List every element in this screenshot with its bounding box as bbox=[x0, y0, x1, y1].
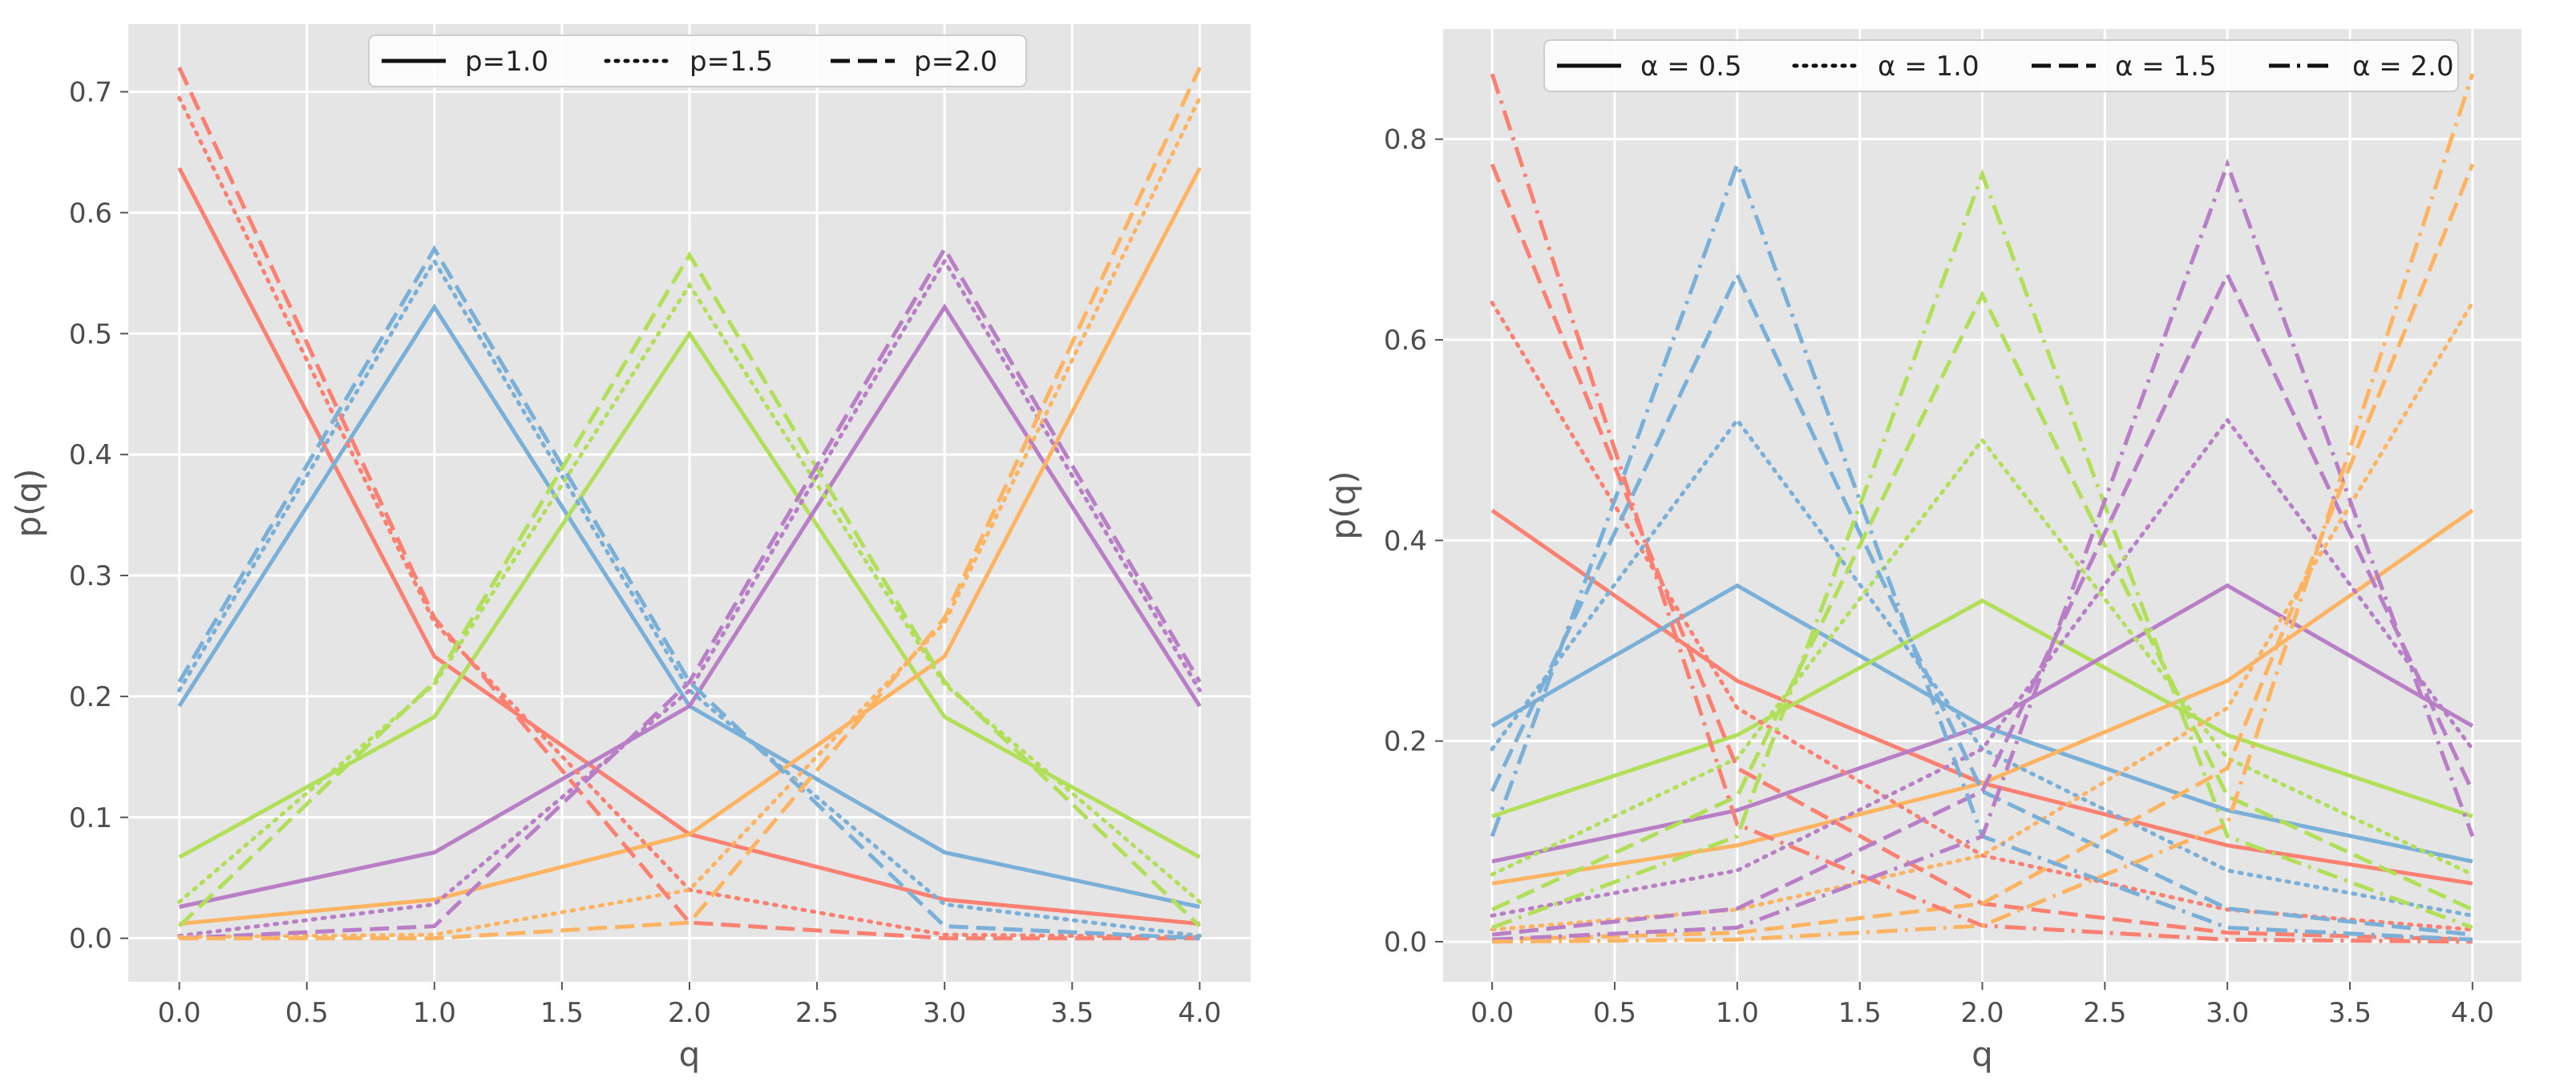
x-tick-label: 3.0 bbox=[923, 997, 966, 1029]
series-line bbox=[1491, 508, 2474, 886]
legend-label: α = 1.0 bbox=[1878, 50, 1980, 83]
y-tick-label: 0.6 bbox=[1384, 325, 1427, 357]
left-chart: 0.0 0.5 1.0 1.5 2.0 2.5 3.0 3.5 4.0 0.0 0.1 0.2 0.3 0… bbox=[9, 24, 1251, 1074]
y-tick-label: 0.4 bbox=[1384, 525, 1427, 557]
series-line bbox=[179, 303, 1202, 909]
series-line bbox=[179, 167, 1202, 926]
x-tick-label: 2.5 bbox=[2083, 997, 2126, 1029]
right-chart: 0.0 0.5 1.0 1.5 2.0 2.5 3.0 3.5 4.0 0.0 0.2 0.4 0.6 0… bbox=[1324, 29, 2521, 1074]
y-tick-label: 0.8 bbox=[1384, 124, 1427, 156]
series-line bbox=[177, 251, 1202, 928]
x-tick-label: 0.5 bbox=[1593, 997, 1636, 1029]
x-axis-label: q bbox=[1971, 1035, 1993, 1074]
series-line bbox=[1491, 583, 2474, 864]
series-line bbox=[1492, 164, 2475, 942]
series-line bbox=[179, 67, 1202, 941]
y-tick-label: 0.4 bbox=[69, 439, 112, 471]
x-tick-label: 2.5 bbox=[795, 997, 839, 1029]
y-tick-label: 0.2 bbox=[1384, 726, 1427, 758]
x-tick-label: 1.5 bbox=[540, 997, 584, 1029]
series-line bbox=[1491, 158, 2475, 942]
y-axis-label: p(q) bbox=[1324, 470, 1363, 539]
y-axis-label: p(q) bbox=[9, 468, 48, 537]
legend-label: p=2.0 bbox=[914, 46, 997, 78]
y-tick-label: 0.0 bbox=[1384, 926, 1427, 959]
y-tick-label: 0.7 bbox=[69, 76, 112, 108]
series-line bbox=[179, 244, 1202, 941]
x-tick-label: 2.0 bbox=[668, 997, 711, 1029]
legend-label: α = 2.0 bbox=[2352, 50, 2454, 83]
series-line bbox=[177, 244, 1200, 941]
x-tick-label: 1.0 bbox=[1716, 997, 1759, 1029]
y-tick-label: 0.2 bbox=[69, 681, 112, 713]
x-tick-label: 4.0 bbox=[2451, 997, 2494, 1029]
series-line bbox=[1490, 416, 2475, 918]
x-tick-label: 3.0 bbox=[2206, 997, 2249, 1029]
legend: α = 0.5 α = 1.0 α = 1.5 α = 2.0 bbox=[1543, 39, 2459, 92]
legend-box bbox=[368, 34, 1027, 87]
legend-box bbox=[1543, 39, 2459, 92]
series-line bbox=[177, 256, 1202, 939]
y-tick-label: 0.1 bbox=[69, 802, 112, 834]
x-tick-label: 0.0 bbox=[158, 997, 201, 1029]
x-tick-label: 0.0 bbox=[1470, 997, 1514, 1029]
series-group bbox=[177, 67, 1202, 941]
x-tick-label: 1.0 bbox=[413, 997, 456, 1029]
series-group bbox=[1490, 73, 2475, 944]
y-tick-label: 0.5 bbox=[69, 318, 112, 350]
series-line bbox=[1491, 269, 2475, 937]
series-line bbox=[1490, 301, 2475, 932]
legend-label: p=1.0 bbox=[465, 46, 548, 78]
x-tick-label: 4.0 bbox=[1178, 997, 1221, 1029]
x-tick-label: 3.5 bbox=[2328, 997, 2372, 1029]
x-tick-label: 3.5 bbox=[1050, 997, 1094, 1029]
legend-label: p=1.5 bbox=[689, 46, 773, 78]
series-line bbox=[177, 281, 1202, 904]
series-line bbox=[1491, 598, 2473, 818]
x-tick-label: 0.5 bbox=[285, 997, 329, 1029]
series-line bbox=[1491, 168, 2473, 930]
legend-label: α = 0.5 bbox=[1640, 50, 1742, 83]
x-tick-label: 2.0 bbox=[1960, 997, 2004, 1029]
series-line bbox=[1492, 73, 2475, 944]
x-axis-label: q bbox=[679, 1035, 701, 1074]
legend: p=1.0 p=1.5 p=2.0 bbox=[368, 34, 1027, 87]
series-line bbox=[1490, 437, 2475, 877]
x-tick-label: 1.5 bbox=[1838, 997, 1882, 1029]
series-line bbox=[1491, 290, 2473, 912]
legend-label: α = 1.5 bbox=[2115, 50, 2217, 83]
series-line bbox=[177, 67, 1200, 941]
y-tick-label: 0.0 bbox=[69, 923, 112, 955]
y-tick-label: 0.3 bbox=[69, 560, 112, 592]
series-line bbox=[177, 95, 1202, 939]
y-tick-label: 0.6 bbox=[69, 197, 112, 229]
